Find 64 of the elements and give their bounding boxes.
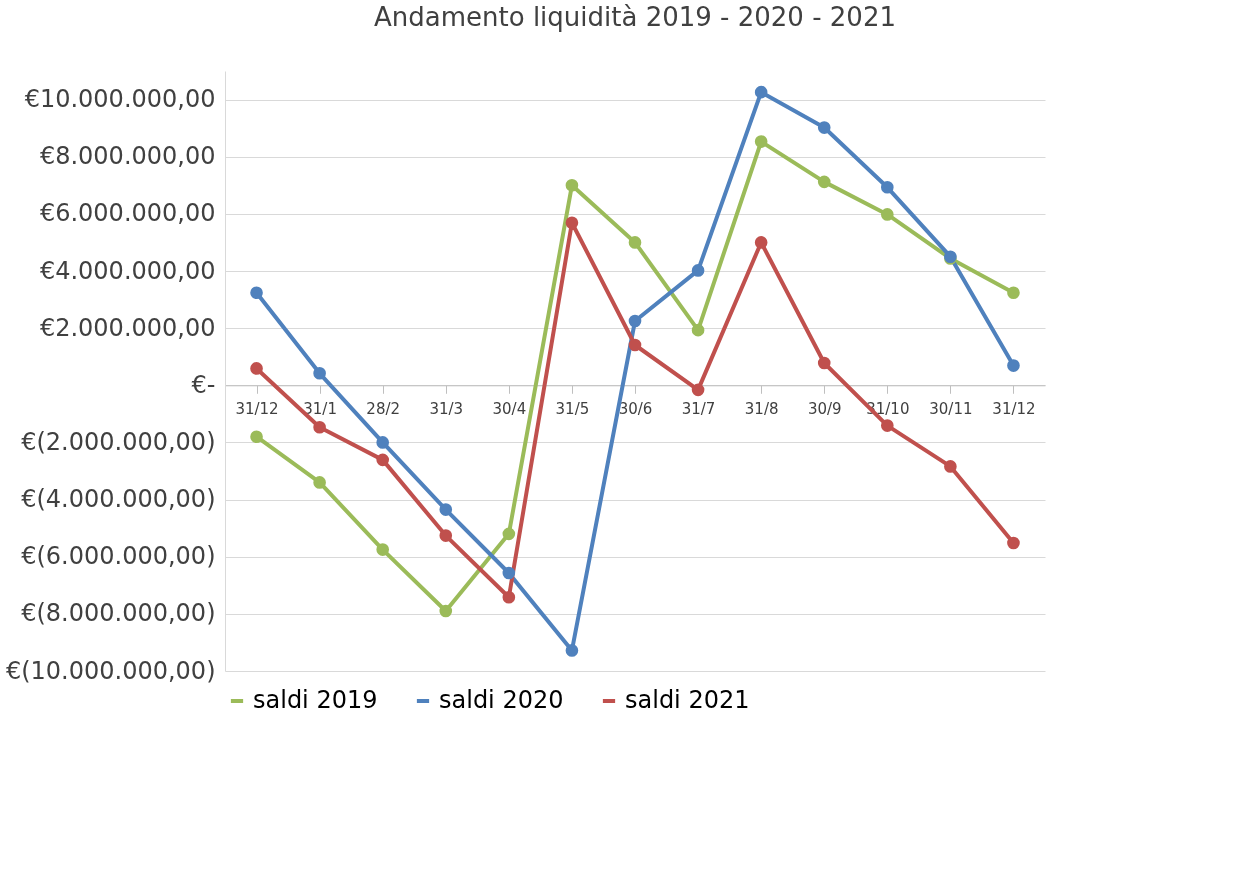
point [439, 529, 453, 542]
point [313, 366, 326, 380]
x-tick-label: 30/9 [807, 399, 842, 418]
point [565, 644, 579, 657]
point [1007, 286, 1020, 300]
point [628, 338, 642, 352]
point [1007, 536, 1020, 550]
y-tick-label: €6.000.000,00 [39, 199, 216, 228]
point [880, 419, 894, 432]
x-tick-label: 31/7 [681, 399, 716, 418]
x-tick-label: 31/8 [744, 399, 779, 418]
point [250, 286, 263, 300]
point [817, 121, 831, 134]
point [880, 180, 894, 194]
point [1007, 359, 1020, 372]
point [691, 264, 705, 277]
point [628, 314, 642, 328]
point [754, 85, 768, 99]
point [502, 566, 516, 580]
point [944, 460, 957, 473]
point [565, 178, 579, 192]
point [691, 383, 705, 397]
point [313, 420, 326, 434]
y-tick-label: €(2.000.000,00) [21, 427, 216, 456]
point [502, 590, 516, 604]
y-tick-label: €(10.000.000,00) [5, 656, 216, 685]
point [691, 323, 705, 337]
point [439, 604, 453, 618]
legend-label: saldi 2019 [253, 686, 378, 714]
point [880, 208, 894, 221]
y-tick-label: €2.000.000,00 [39, 313, 216, 342]
point [754, 236, 768, 249]
y-tick-label: €8.000.000,00 [39, 142, 216, 171]
x-tick-label: 30/4 [492, 399, 527, 418]
x-tick-label: 31/1 [303, 399, 337, 418]
x-tick-label: 31/12 [992, 399, 1036, 418]
point [376, 453, 390, 467]
y-tick-label: €10.000.000,00 [24, 85, 216, 114]
x-tick-label: 30/11 [929, 399, 973, 418]
point [376, 543, 390, 556]
point [754, 135, 768, 148]
legend-label: saldi 2020 [439, 686, 564, 714]
x-tick-label: 28/2 [366, 399, 401, 418]
y-tick-label: €4.000.000,00 [39, 256, 216, 285]
point [565, 216, 579, 230]
x-tick-label: 31/12 [235, 399, 279, 418]
point [250, 430, 263, 444]
x-tick-label: 31/5 [555, 399, 590, 418]
y-tick-label: €(4.000.000,00) [21, 485, 216, 514]
y-tick-label: €- [191, 370, 216, 399]
point [817, 175, 831, 189]
point [502, 527, 516, 541]
x-tick-label: 30/6 [618, 399, 653, 418]
point [313, 476, 326, 489]
chart-title: Andamento liquidità 2019 - 2020 - 2021 [374, 2, 896, 32]
y-tick-label: €(8.000.000,00) [21, 599, 216, 628]
y-tick-label: €(6.000.000,00) [21, 542, 216, 571]
point [439, 503, 453, 516]
point [628, 236, 642, 249]
x-tick-label: 31/3 [429, 399, 464, 418]
legend-label: saldi 2021 [625, 686, 750, 714]
point [817, 356, 831, 370]
point [376, 436, 390, 449]
point [250, 362, 263, 375]
